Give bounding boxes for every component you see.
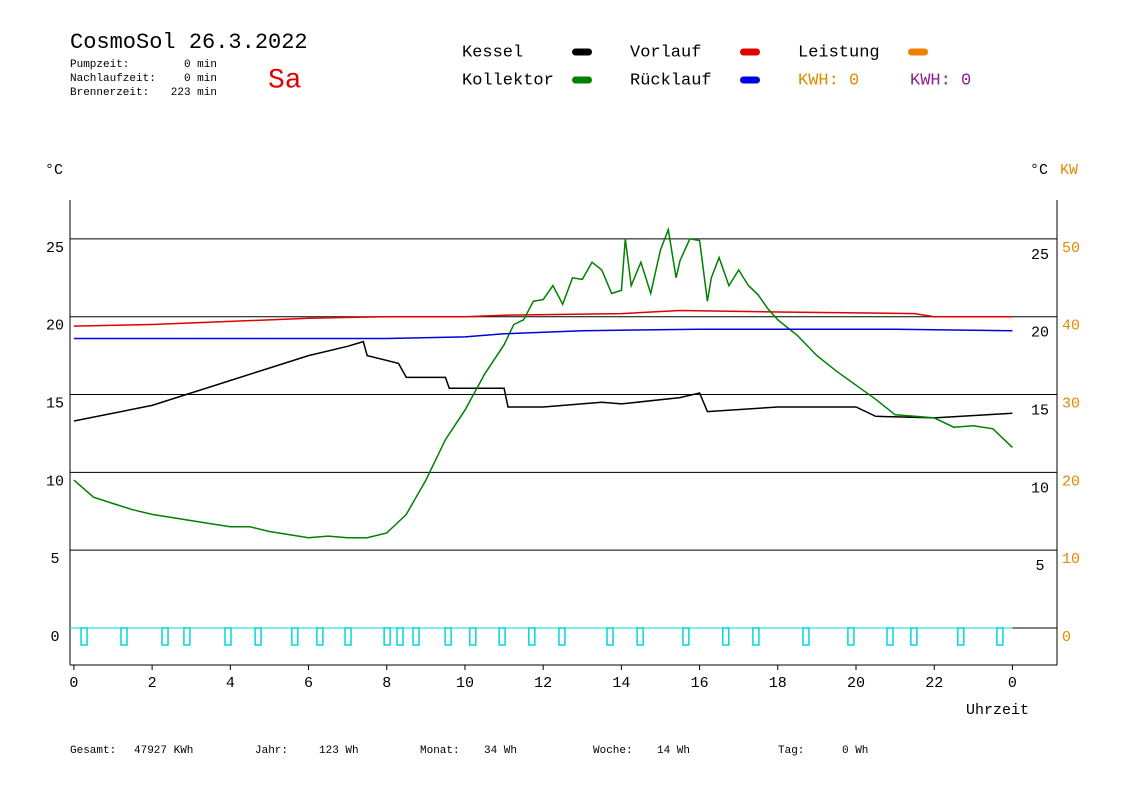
- pulse: [752, 627, 760, 646]
- kwh-label: KWH: 0: [798, 71, 859, 90]
- stat-value: 0 min: [184, 59, 217, 71]
- legend-swatch: [572, 48, 592, 56]
- pulse: [80, 627, 88, 646]
- pulse: [886, 627, 894, 646]
- legend-label: Rücklauf: [630, 71, 712, 90]
- footer-value: 14 Wh: [657, 745, 690, 757]
- pulse: [254, 627, 262, 646]
- stat-label: Nachlaufzeit:: [70, 73, 156, 85]
- series-line: [73, 340, 1013, 422]
- footer-label: Woche:: [593, 745, 633, 757]
- stat-label: Brennerzeit:: [70, 87, 149, 99]
- pulse: [910, 627, 918, 646]
- pulse: [558, 627, 566, 646]
- pulse: [316, 627, 324, 646]
- y-tick-label: 5: [50, 551, 59, 568]
- pulse: [528, 627, 536, 646]
- footer-value: 47927 KWh: [134, 745, 193, 757]
- legend-swatch: [908, 48, 928, 56]
- y2-tick-label: 50: [1062, 240, 1080, 257]
- pulse: [606, 627, 614, 646]
- pulse: [802, 627, 810, 646]
- x-tick-label: 18: [769, 675, 787, 692]
- pulse: [120, 627, 128, 646]
- pulse: [161, 627, 169, 646]
- pulse: [396, 627, 404, 646]
- x-tick-label: 20: [847, 675, 865, 692]
- pulse: [383, 627, 391, 646]
- x-tick-label: 8: [382, 675, 391, 692]
- y-right-tick-label: 25: [1031, 247, 1049, 264]
- pulse: [996, 627, 1004, 646]
- y-tick-label: 20: [46, 318, 64, 335]
- footer-label: Tag:: [778, 745, 804, 757]
- y-right-tick-label: 15: [1031, 402, 1049, 419]
- pulse: [722, 627, 730, 646]
- pulse: [847, 627, 855, 646]
- pulse: [957, 627, 965, 646]
- y2-tick-label: 0: [1062, 629, 1071, 646]
- y2-tick-label: 40: [1062, 318, 1080, 335]
- series-line: [73, 328, 1013, 340]
- footer-value: 0 Wh: [842, 745, 868, 757]
- y-tick-label: 10: [46, 473, 64, 490]
- legend-swatch: [740, 76, 760, 84]
- y-right-axis-label: °C: [1030, 162, 1048, 179]
- y-tick-label: 15: [46, 395, 64, 412]
- kwh-label: KWH: 0: [910, 71, 971, 90]
- x-tick-label: 22: [925, 675, 943, 692]
- x-axis-label: Uhrzeit: [966, 702, 1029, 719]
- pulse: [224, 627, 232, 646]
- y-tick-label: 25: [46, 240, 64, 257]
- y2-axis-label: KW: [1060, 162, 1078, 179]
- series-line: [73, 226, 1013, 539]
- pulse: [498, 627, 506, 646]
- footer-value: 34 Wh: [484, 745, 517, 757]
- y2-tick-label: 30: [1062, 395, 1080, 412]
- footer-value: 123 Wh: [319, 745, 359, 757]
- pulse: [183, 627, 191, 646]
- pulse: [444, 627, 452, 646]
- x-tick-label: 10: [456, 675, 474, 692]
- legend-swatch: [740, 48, 760, 56]
- x-tick-label: 16: [691, 675, 709, 692]
- y2-tick-label: 10: [1062, 551, 1080, 568]
- pulse: [469, 627, 477, 646]
- pulse: [291, 627, 299, 646]
- pulse: [636, 627, 644, 646]
- pulse: [412, 627, 420, 646]
- pulse: [344, 627, 352, 646]
- y-right-tick-label: 5: [1035, 558, 1044, 575]
- legend-label: Leistung: [798, 43, 880, 62]
- series-line: [73, 309, 1013, 327]
- x-tick-label: 2: [148, 675, 157, 692]
- x-tick-label: 12: [534, 675, 552, 692]
- stat-label: Pumpzeit:: [70, 59, 129, 71]
- stat-value: 0 min: [184, 73, 217, 85]
- day-label: Sa: [268, 65, 302, 96]
- legend-swatch: [572, 76, 592, 84]
- legend-label: Vorlauf: [630, 43, 701, 62]
- y-axis-label: °C: [45, 162, 63, 179]
- x-tick-label: 0: [69, 675, 78, 692]
- y-tick-label: 0: [50, 629, 59, 646]
- y2-tick-label: 20: [1062, 473, 1080, 490]
- footer-label: Monat:: [420, 745, 460, 757]
- x-tick-label: 4: [226, 675, 235, 692]
- x-tick-label: 14: [612, 675, 630, 692]
- stat-value: 223 min: [171, 87, 217, 99]
- footer-label: Jahr:: [255, 745, 288, 757]
- chart-title: CosmoSol 26.3.2022: [70, 30, 308, 55]
- x-tick-label: 6: [304, 675, 313, 692]
- legend-label: Kollektor: [462, 71, 554, 90]
- x-tick-label: 0: [1008, 675, 1017, 692]
- footer-label: Gesamt:: [70, 745, 116, 757]
- pulse: [682, 627, 690, 646]
- y-right-tick-label: 20: [1031, 325, 1049, 342]
- legend-label: Kessel: [462, 43, 523, 62]
- y-right-tick-label: 10: [1031, 480, 1049, 497]
